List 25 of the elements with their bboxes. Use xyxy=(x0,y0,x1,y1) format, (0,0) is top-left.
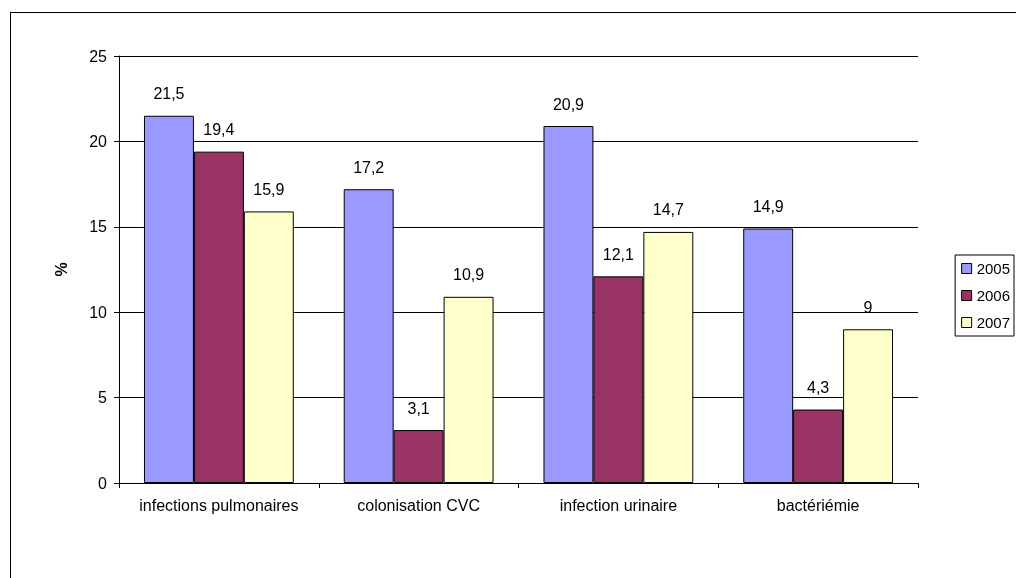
y-tick-label: 20 xyxy=(89,132,108,150)
legend-label: 2005 xyxy=(976,260,1011,277)
legend-label: 2006 xyxy=(976,287,1011,304)
data-label: 12,1 xyxy=(602,245,635,263)
data-label: 14,7 xyxy=(652,201,684,219)
x-tick-label: bactériémie xyxy=(776,496,860,514)
data-label: 20,9 xyxy=(552,95,585,113)
x-tick-label: infection urinaire xyxy=(559,496,678,514)
y-axis-title: % xyxy=(52,262,70,277)
data-label: 21,5 xyxy=(153,85,185,103)
data-label: 17,2 xyxy=(353,158,385,176)
y-tick-label: 25 xyxy=(89,47,108,65)
legend-label: 2007 xyxy=(976,314,1011,331)
y-tick-label: 0 xyxy=(98,474,108,492)
data-label: 19,4 xyxy=(203,121,235,139)
x-tick-label: infections pulmonaires xyxy=(139,496,299,514)
x-tick-label: colonisation CVC xyxy=(357,496,480,514)
data-label: 15,9 xyxy=(253,180,285,198)
y-tick-label: 5 xyxy=(98,389,108,407)
data-label: 3,1 xyxy=(407,399,430,417)
data-label: 4,3 xyxy=(807,379,830,397)
data-label: 14,9 xyxy=(752,198,784,216)
y-tick-label: 10 xyxy=(89,303,108,321)
data-label: 10,9 xyxy=(452,266,485,284)
y-tick-label: 15 xyxy=(89,218,108,236)
